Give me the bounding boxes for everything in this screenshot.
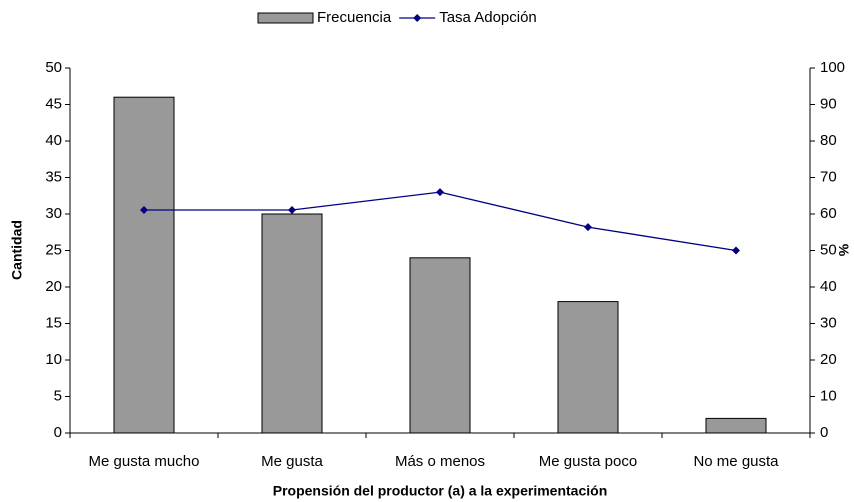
x-tick-label: Más o menos [395,453,485,470]
bar [261,213,323,434]
y2-axis-title: % [836,243,852,256]
x-tick-label: Me gusta poco [539,453,637,470]
y2-tick-label: 0 [820,424,828,441]
bar [113,96,175,434]
legend-label: Tasa Adopción [439,9,537,26]
y-tick-label: 40 [45,132,62,149]
line [144,191,737,252]
y2-tick-label: 100 [820,59,845,76]
y2-tick-label: 70 [820,168,837,185]
x-tick-label: Me gusta [261,453,323,470]
y-tick-label: 25 [45,241,62,258]
legend-marker [413,14,422,22]
y-tick-label: 15 [45,314,62,331]
bar [705,417,767,434]
y-axis-title: Cantidad [9,220,25,280]
y2-tick-label: 10 [820,387,837,404]
y2-tick-label: 50 [820,241,837,258]
bar [557,301,619,434]
y-tick-label: 50 [45,59,62,76]
marker [288,205,296,214]
legend-swatch [257,12,314,24]
y-tick-label: 35 [45,168,62,185]
bar [409,257,471,434]
y2-tick-label: 40 [820,278,837,295]
marker [140,205,148,214]
y-tick-label: 0 [54,424,62,441]
marker [584,223,592,232]
y2-tick-label: 30 [820,314,837,331]
x-tick-label: Me gusta mucho [89,453,200,470]
y-tick-label: 30 [45,205,62,222]
marker [436,188,444,197]
y-tick-label: 20 [45,278,62,295]
y2-tick-label: 80 [820,132,837,149]
x-tick-label: No me gusta [693,453,779,470]
y2-tick-label: 60 [820,205,837,222]
y2-tick-label: 90 [820,95,837,112]
y2-tick-label: 20 [820,351,837,368]
marker [732,246,740,255]
y-tick-label: 10 [45,351,62,368]
y-tick-label: 5 [54,387,62,404]
legend-label: Frecuencia [317,9,392,26]
x-axis-title: Propensión del productor (a) a la experi… [273,483,608,499]
y-tick-label: 45 [45,95,62,112]
